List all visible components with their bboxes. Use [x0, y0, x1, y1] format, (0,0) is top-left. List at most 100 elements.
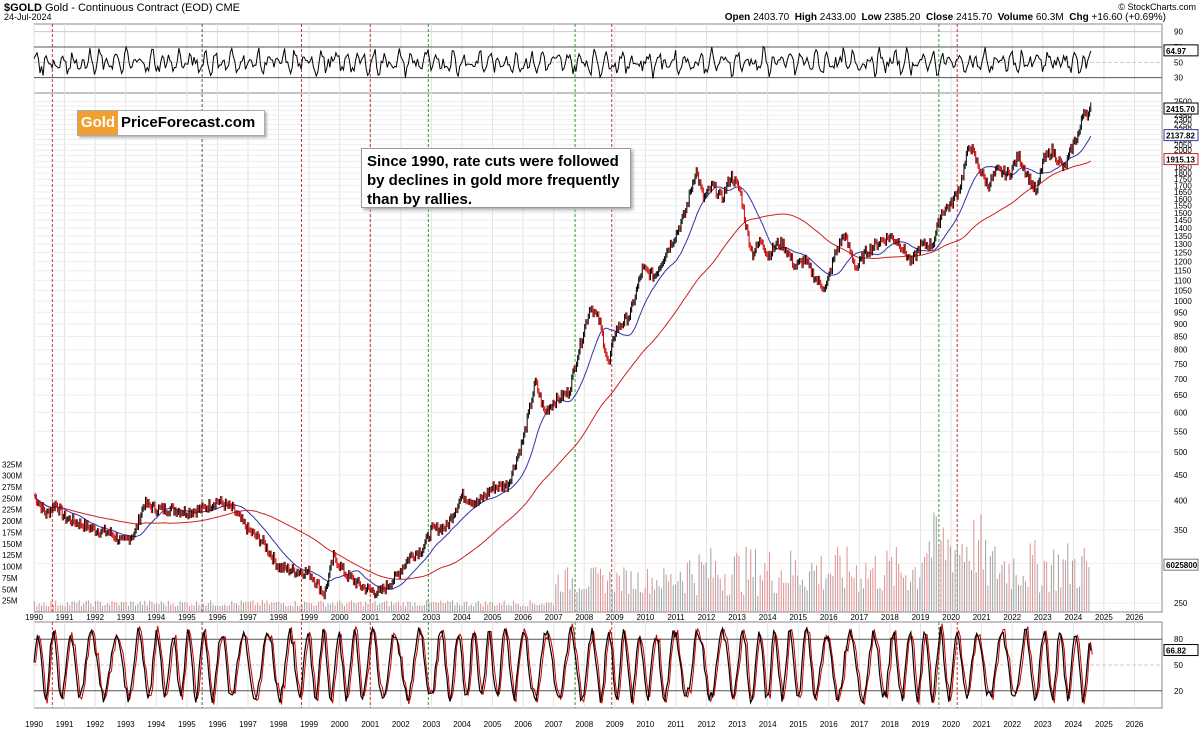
- volume-bar: [109, 604, 111, 612]
- volume-bar: [658, 586, 660, 612]
- volume-bar: [830, 573, 832, 612]
- volume-bar: [710, 548, 712, 612]
- volume-bar: [341, 603, 343, 612]
- volume-bar: [707, 578, 709, 612]
- volume-bar: [607, 580, 609, 612]
- price-tick-label: 1350: [1174, 232, 1192, 241]
- x-tick-label: 2025: [1095, 613, 1113, 622]
- volume-bar: [1076, 587, 1078, 612]
- volume-bar: [700, 561, 702, 612]
- volume-bar: [722, 590, 724, 612]
- volume-tick-label: 150M: [2, 540, 22, 549]
- volume-bar: [181, 602, 183, 612]
- volume-bar: [522, 605, 524, 612]
- volume-bar: [188, 606, 190, 612]
- volume-bar: [496, 604, 498, 612]
- volume-bar: [228, 605, 230, 612]
- price-tick-label: 1000: [1174, 297, 1192, 306]
- lower-indicator-tick: 20: [1174, 687, 1183, 696]
- volume-bar: [273, 602, 275, 612]
- volume-bar: [738, 555, 740, 612]
- volume-bar: [240, 600, 242, 612]
- volume-bar: [912, 569, 914, 612]
- volume-bar: [435, 602, 437, 612]
- volume-bar: [916, 589, 918, 612]
- volume-bar: [614, 591, 616, 612]
- volume-bar: [80, 605, 82, 612]
- volume-bar: [992, 551, 994, 612]
- volume-bar: [696, 595, 698, 612]
- volume-bar: [45, 605, 47, 612]
- upper-indicator-value: 64.97: [1166, 47, 1187, 56]
- price-tick-label: 500: [1174, 448, 1188, 457]
- volume-bar: [257, 602, 259, 612]
- volume-bar: [419, 605, 421, 612]
- x-tick-label: 2011: [667, 613, 685, 622]
- volume-bar: [1008, 563, 1010, 612]
- volume-bar: [870, 569, 872, 612]
- volume-bar: [1069, 584, 1071, 612]
- volume-bar: [754, 549, 756, 612]
- volume-bar: [179, 601, 181, 612]
- volume-bar: [848, 571, 850, 612]
- volume-bar: [221, 605, 223, 612]
- price-tick-label: 1450: [1174, 216, 1192, 225]
- volume-bar: [444, 603, 446, 612]
- volume-bar: [214, 605, 216, 612]
- volume-bar: [489, 601, 491, 612]
- volume-bar: [412, 606, 414, 612]
- volume-bar: [804, 586, 806, 612]
- volume-bar: [332, 602, 334, 612]
- volume-bar: [954, 550, 956, 612]
- volume-bar: [322, 602, 324, 612]
- x-tick-label: 2025: [1095, 720, 1113, 729]
- volume-bar: [416, 605, 418, 612]
- volume-bar: [963, 562, 965, 612]
- volume-bar: [235, 603, 237, 612]
- upper-indicator-line: [33, 45, 1092, 80]
- volume-bar: [137, 604, 139, 612]
- ma-long-value-box: [1163, 153, 1199, 166]
- volume-bar: [529, 600, 531, 612]
- volume-bar: [254, 604, 256, 612]
- volume-bar: [144, 600, 146, 612]
- volume-bar: [745, 546, 747, 612]
- volume-bar: [564, 569, 566, 612]
- x-tick-label: 2002: [392, 613, 410, 622]
- volume-tick-label: 300M: [2, 472, 22, 481]
- price-tick-label: 1700: [1174, 182, 1192, 191]
- upper-indicator-tick: 50: [1174, 58, 1183, 67]
- x-tick-label: 2006: [514, 720, 532, 729]
- volume-bar: [88, 600, 90, 612]
- volume-bar: [973, 520, 975, 612]
- volume-bar: [715, 561, 717, 612]
- volume-bar: [369, 601, 371, 612]
- x-tick-label: 2000: [331, 613, 349, 622]
- volume-bar: [1053, 549, 1055, 612]
- lower-indicator-tick: 50: [1174, 661, 1183, 670]
- volume-last-value-box: [1163, 558, 1199, 571]
- volume-bar: [726, 595, 728, 612]
- volume-bar: [264, 603, 266, 612]
- volume-bar: [783, 583, 785, 612]
- volume-bar: [860, 578, 862, 612]
- volume-bar: [691, 574, 693, 612]
- lower-indicator-tick: 80: [1174, 635, 1183, 644]
- volume-bar: [266, 600, 268, 612]
- volume-bar: [994, 546, 996, 612]
- volume-bar: [811, 562, 813, 612]
- volume-bar: [123, 602, 125, 612]
- volume-bar: [414, 602, 416, 612]
- volume-bar: [797, 575, 799, 612]
- x-tick-label: 2006: [514, 613, 532, 622]
- quote-line: Open 2403.70 High 2433.00 Low 2385.20 Cl…: [725, 12, 1166, 23]
- volume-bar: [191, 604, 193, 612]
- volume-bar: [628, 593, 630, 612]
- x-tick-label: 1994: [147, 613, 165, 622]
- volume-bar: [668, 581, 670, 612]
- x-tick-label: 1992: [86, 720, 104, 729]
- volume-bar: [1060, 587, 1062, 612]
- volume-bar: [1017, 585, 1019, 612]
- volume-bar: [635, 589, 637, 612]
- volume-bar: [383, 601, 385, 612]
